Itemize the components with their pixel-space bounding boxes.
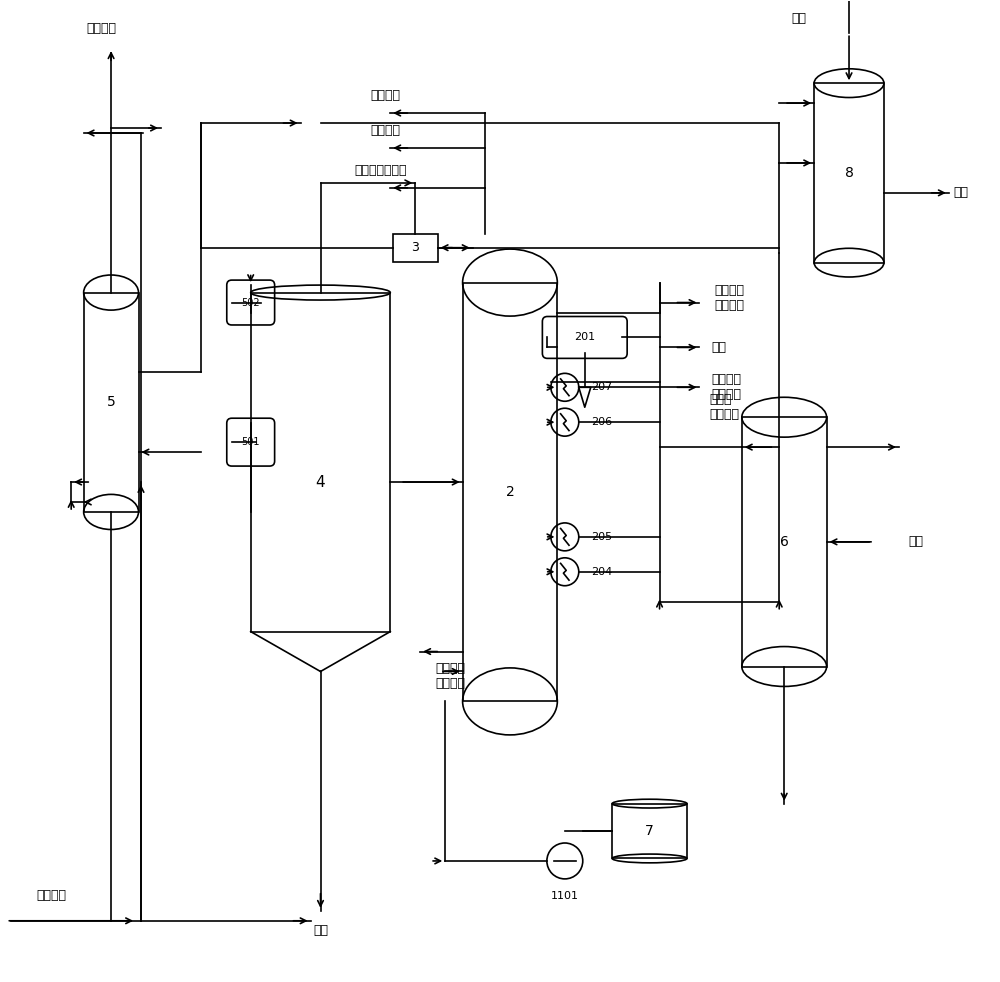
Text: 3: 3 xyxy=(411,242,419,254)
Text: 原油: 原油 xyxy=(909,535,924,548)
Text: 航煤: 航煤 xyxy=(954,187,969,199)
Text: 拔头油
送至下游: 拔头油 送至下游 xyxy=(709,393,739,421)
Bar xyxy=(251,293,390,631)
Text: 201: 201 xyxy=(574,333,595,343)
Text: 重组产物: 重组产物 xyxy=(370,124,400,136)
Text: 轻馏份油
送至下游: 轻馏份油 送至下游 xyxy=(711,373,741,402)
Bar xyxy=(463,283,557,701)
Bar xyxy=(742,417,827,667)
Bar xyxy=(393,234,438,261)
Text: 6: 6 xyxy=(780,535,789,549)
Text: 蒸汽裂解馏份油: 蒸汽裂解馏份油 xyxy=(354,164,407,178)
Bar xyxy=(814,83,884,262)
Text: 重馏份油
送至下游: 重馏份油 送至下游 xyxy=(435,663,465,690)
Text: 2: 2 xyxy=(506,485,514,499)
Text: 过热蒸汽: 过热蒸汽 xyxy=(36,890,66,902)
Text: 206: 206 xyxy=(591,417,612,427)
Text: 气体产物
送至下游: 气体产物 送至下游 xyxy=(714,284,744,311)
Text: 7: 7 xyxy=(645,824,654,838)
Text: 5: 5 xyxy=(107,395,115,409)
Text: 502: 502 xyxy=(241,298,260,307)
Text: 4: 4 xyxy=(316,474,325,489)
Text: 再生烟气: 再生烟气 xyxy=(86,22,116,34)
Text: 1101: 1101 xyxy=(551,891,579,900)
Text: 8: 8 xyxy=(845,166,853,180)
Text: 204: 204 xyxy=(591,567,612,576)
Text: 加氢产物: 加氢产物 xyxy=(370,88,400,101)
Text: 205: 205 xyxy=(591,532,612,542)
Text: 氢气: 氢气 xyxy=(792,12,807,25)
Text: 废渣: 废渣 xyxy=(313,924,328,937)
Bar xyxy=(612,803,687,858)
Text: 207: 207 xyxy=(591,382,612,392)
Bar xyxy=(84,293,139,512)
Text: 污水: 污水 xyxy=(711,341,726,354)
Text: 501: 501 xyxy=(241,437,260,447)
